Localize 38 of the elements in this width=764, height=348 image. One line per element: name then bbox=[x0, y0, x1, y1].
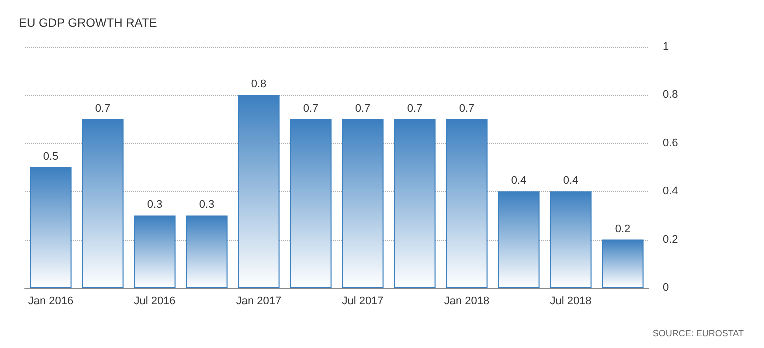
bar bbox=[446, 119, 488, 288]
data-label: 0.7 bbox=[355, 102, 371, 115]
y-tick-label: 0.8 bbox=[663, 89, 678, 102]
data-label: 0.5 bbox=[43, 151, 59, 163]
bar bbox=[498, 192, 540, 288]
bar bbox=[186, 216, 228, 288]
y-tick-label: 1 bbox=[663, 41, 670, 53]
data-label: 0.7 bbox=[459, 102, 475, 115]
chart-title: EU GDP GROWTH RATE bbox=[19, 16, 158, 30]
x-tick-label: Jan 2016 bbox=[28, 296, 74, 308]
x-tick-label: Jul 2016 bbox=[134, 296, 176, 308]
data-label: 0.3 bbox=[147, 199, 163, 212]
data-label: 0.2 bbox=[615, 223, 631, 236]
data-label: 0.4 bbox=[563, 175, 579, 188]
y-tick-label: 0.4 bbox=[663, 186, 678, 198]
data-label: 0.7 bbox=[95, 102, 111, 115]
source-note: SOURCE: EUROSTAT bbox=[652, 328, 745, 338]
bar bbox=[238, 95, 280, 288]
x-tick-label: Jul 2018 bbox=[550, 296, 592, 308]
x-tick-label: Jan 2018 bbox=[444, 296, 490, 308]
y-tick-label: 0 bbox=[663, 282, 670, 294]
data-label: 0.7 bbox=[303, 102, 319, 115]
data-label: 0.3 bbox=[199, 199, 215, 212]
bar bbox=[134, 216, 176, 288]
y-tick-label: 0.2 bbox=[663, 234, 678, 246]
bar bbox=[342, 119, 384, 288]
bar bbox=[550, 192, 592, 288]
x-tick-label: Jul 2017 bbox=[342, 296, 384, 308]
data-label: 0.7 bbox=[407, 102, 423, 115]
data-label: 0.4 bbox=[511, 175, 527, 188]
bar bbox=[290, 119, 332, 288]
data-label: 0.8 bbox=[251, 78, 267, 91]
bar bbox=[602, 240, 644, 288]
y-tick-label: 0.6 bbox=[663, 137, 678, 150]
bar bbox=[394, 119, 436, 288]
bar bbox=[82, 119, 124, 288]
bar bbox=[30, 168, 72, 288]
x-tick-label: Jan 2017 bbox=[236, 296, 282, 308]
